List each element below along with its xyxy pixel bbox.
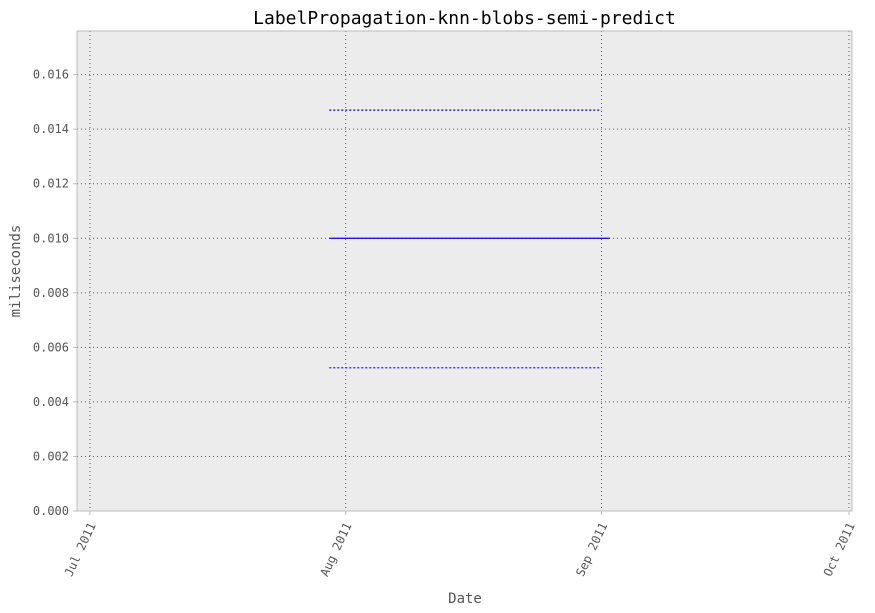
y-tick-label: 0.016 [33, 68, 69, 82]
x-tick-label: Oct 2011 [821, 520, 858, 578]
x-tick-label: Jul 2011 [62, 520, 99, 578]
y-axis: 0.000 0.002 0.004 0.006 0.008 0.010 0.012 0.014… [33, 68, 77, 518]
y-tick-label: 0.008 [33, 286, 69, 300]
x-axis: Jul 2011 Aug 2011 Sep 2011 Oct 2011 [62, 511, 858, 579]
y-tick-label: 0.014 [33, 122, 69, 136]
x-tick-label: Sep 2011 [573, 520, 610, 578]
plot-frame [76, 30, 853, 512]
y-tick-label: 0.010 [33, 231, 69, 245]
plot-area [77, 31, 852, 511]
y-axis-label: miliseconds [8, 225, 24, 318]
y-tick-label: 0.004 [33, 395, 69, 409]
chart-title: LabelPropagation-knn-blobs-semi-predict [253, 8, 676, 29]
y-tick-label: 0.000 [33, 504, 69, 518]
y-tick-label: 0.012 [33, 177, 69, 191]
x-tick-label: Aug 2011 [317, 520, 354, 578]
grid [77, 31, 852, 511]
series-group [329, 109, 610, 369]
y-tick-label: 0.002 [33, 449, 69, 463]
y-tick-label: 0.006 [33, 340, 69, 354]
x-axis-label: Date [448, 591, 482, 607]
